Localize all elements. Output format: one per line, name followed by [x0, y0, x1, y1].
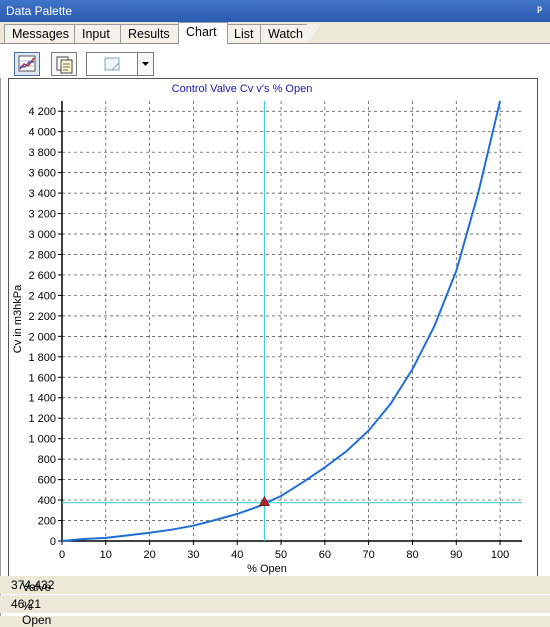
tab-results[interactable]: Results — [120, 24, 180, 43]
y-tick-label: 4 000 — [28, 127, 56, 139]
cv-curve-line — [61, 100, 502, 542]
tab-label: Chart — [186, 25, 217, 39]
y-tick-label: 1 400 — [28, 393, 56, 405]
x-tick-label: 90 — [450, 549, 462, 561]
y-tick-label: 0 — [50, 536, 56, 548]
y-tick-label: 800 — [38, 454, 56, 466]
y-tick-label: 2 200 — [28, 311, 56, 323]
chart-title: Control Valve Cv v's % Open — [172, 83, 313, 95]
tab-label: Results — [128, 27, 170, 41]
tab-label: Messages — [12, 27, 69, 41]
y-tick-label: 2 600 — [28, 270, 56, 282]
tab-strip: Messages Input Results Chart List Watch — [0, 22, 550, 44]
status-label: % Open — [22, 599, 52, 627]
y-tick-label: 4 200 — [28, 106, 56, 118]
tab-messages[interactable]: Messages — [4, 24, 76, 43]
chart-view-button[interactable] — [14, 52, 40, 76]
x-tick-label: 10 — [100, 549, 112, 561]
y-tick-label: 3 000 — [28, 229, 56, 241]
y-tick-label: 1 800 — [28, 352, 56, 364]
title-bar: Data Palette ᵖ — [0, 0, 550, 22]
y-tick-label: 1 200 — [28, 413, 56, 425]
window-title: Data Palette — [6, 4, 73, 18]
x-tick-label: 30 — [187, 549, 199, 561]
chart-toolbar — [0, 44, 550, 78]
cursor-marker — [258, 496, 270, 506]
chart-icon — [18, 55, 36, 72]
y-tick-label: 3 600 — [28, 168, 56, 180]
status-value: 46.21 — [11, 597, 42, 611]
tab-input[interactable]: Input — [74, 24, 124, 43]
chevron-down-icon — [142, 62, 149, 66]
x-tick-label: 60 — [319, 549, 331, 561]
x-axis-label: % Open — [247, 563, 287, 575]
y-tick-label: 1 600 — [28, 372, 56, 384]
tab-label: Watch — [268, 27, 303, 41]
status-valve-cv: Valve Cv: 374.432 — [0, 576, 550, 608]
y-tick-label: 2 000 — [28, 331, 56, 343]
tab-watch[interactable]: Watch — [260, 24, 321, 44]
x-tick-label: 40 — [231, 549, 243, 561]
tab-label: List — [234, 27, 254, 41]
x-tick-label: 20 — [143, 549, 155, 561]
export-dropdown[interactable] — [86, 52, 154, 76]
copy-chart-button[interactable] — [51, 52, 77, 76]
y-tick-label: 400 — [38, 495, 56, 507]
y-tick-label: 2 400 — [28, 290, 56, 302]
x-tick-label: 50 — [275, 549, 287, 561]
x-tick-label: 100 — [491, 549, 509, 561]
x-tick-label: 80 — [406, 549, 418, 561]
cv-chart[interactable]: Control Valve Cv v's % Open0200400600800… — [9, 79, 537, 576]
dropdown-arrow-icon[interactable] — [137, 53, 153, 75]
y-tick-label: 200 — [38, 516, 56, 528]
y-tick-label: 1 000 — [28, 434, 56, 446]
y-tick-label: 600 — [38, 475, 56, 487]
status-percent-open: % Open 46.21 — [0, 595, 550, 627]
y-tick-label: 2 800 — [28, 249, 56, 261]
tab-label: Input — [82, 27, 110, 41]
y-tick-label: 3 200 — [28, 209, 56, 221]
y-tick-label: 3 400 — [28, 188, 56, 200]
tab-list[interactable]: List — [226, 24, 264, 43]
tab-chart[interactable]: Chart — [178, 22, 228, 44]
y-axis-label: Cv in m3hkPa — [12, 284, 24, 353]
chart-frame: Control Valve Cv v's % Open 0 200 400 600 800… — [8, 78, 538, 577]
export-icon — [104, 57, 120, 71]
tab-divider — [0, 43, 550, 44]
status-value: 374.432 — [11, 578, 55, 592]
copy-icon — [56, 56, 73, 74]
x-tick-label: 0 — [59, 549, 65, 561]
pin-icon[interactable]: ᵖ — [537, 3, 542, 17]
x-tick-label: 70 — [363, 549, 375, 561]
y-tick-label: 3 800 — [28, 147, 56, 159]
